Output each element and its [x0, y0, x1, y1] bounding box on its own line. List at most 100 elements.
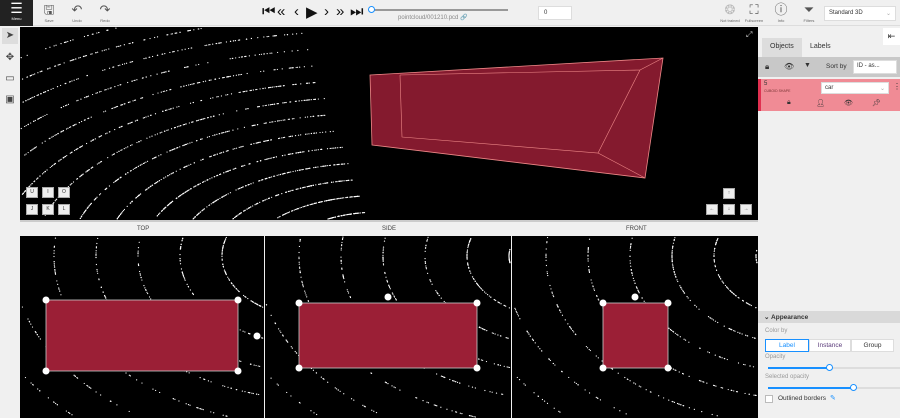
color-picker-icon[interactable]: ✎ — [830, 395, 836, 402]
arrow-left-button[interactable]: ← — [706, 204, 718, 215]
object-item[interactable]: 5 CUBOID SHAPE car ⌄ ⋮ 🔒︎ 👤︎ 👁︎ 📌︎ — [758, 79, 900, 111]
move-icon[interactable]: ✥ — [5, 52, 15, 63]
user-icon[interactable]: 👤︎ — [816, 100, 825, 107]
frame-slider-handle[interactable] — [368, 6, 375, 13]
frame-slider[interactable] — [370, 9, 508, 11]
lidar-point — [508, 257, 510, 259]
outlined-borders-checkbox[interactable] — [765, 395, 773, 403]
resize-handles[interactable] — [42, 296, 261, 375]
side-view[interactable] — [265, 236, 511, 418]
previous-icon[interactable]: ‹ — [294, 3, 300, 20]
lidar-point — [53, 255, 55, 258]
lidar-point — [389, 288, 391, 290]
opacity-slider[interactable] — [768, 367, 900, 369]
cuboid-top[interactable] — [45, 299, 239, 372]
draw-cuboid-icon[interactable]: ▭ — [5, 73, 15, 84]
arrow-right-button[interactable]: → — [740, 204, 752, 215]
key-k[interactable]: K — [42, 204, 54, 215]
key-j[interactable]: J — [26, 204, 38, 215]
forward-step-icon[interactable]: » — [336, 3, 346, 20]
merge-icon[interactable]: ▣ — [5, 94, 15, 105]
lidar-point — [176, 197, 178, 199]
tab-labels[interactable]: Labels — [810, 43, 831, 50]
lidar-point — [140, 97, 142, 99]
collapse-sidebar-icon[interactable]: ⇤ — [883, 28, 900, 45]
lidar-point — [195, 185, 197, 187]
lidar-point — [213, 412, 215, 414]
lidar-point — [136, 196, 138, 198]
frame-number-input[interactable]: 0 — [538, 6, 572, 20]
lidar-point — [76, 177, 79, 180]
lidar-point — [174, 126, 176, 129]
undo-button[interactable]: ↶ Undo — [63, 2, 91, 23]
resize-handles[interactable] — [599, 293, 672, 372]
lidar-point — [228, 75, 230, 78]
next-icon[interactable]: › — [324, 3, 330, 20]
key-u[interactable]: U — [26, 187, 38, 198]
perspective-view[interactable]: ⤢ U I O J K L ↑ ← ↓ → — [20, 27, 758, 220]
lidar-point — [63, 105, 65, 108]
opacity-slider-handle[interactable] — [826, 364, 833, 371]
lidar-point — [212, 43, 214, 45]
lock-all-icon[interactable]: 🔒︎ — [765, 62, 770, 71]
resize-handles[interactable] — [295, 293, 481, 372]
appearance-header[interactable]: ⌄ Appearance — [758, 311, 900, 323]
lidar-point — [222, 266, 225, 268]
lidar-point — [183, 277, 185, 279]
workspace-select[interactable]: Standard 3D ⌄ — [824, 6, 896, 21]
lidar-point — [90, 140, 92, 142]
eye-icon[interactable]: 👁︎ — [784, 62, 795, 71]
cuboid-main[interactable] — [369, 57, 664, 179]
lidar-point — [752, 366, 755, 368]
lidar-point — [154, 113, 157, 115]
lidar-point — [630, 245, 632, 247]
lidar-point — [474, 416, 476, 418]
key-i[interactable]: I — [42, 187, 54, 198]
play-icon[interactable]: ▶ — [306, 4, 319, 21]
arrow-up-button[interactable]: ↑ — [723, 188, 735, 199]
filters-button[interactable]: ⏷ Filters — [795, 2, 823, 23]
last-frame-icon[interactable]: ⏭ — [350, 3, 365, 20]
key-o[interactable]: O — [58, 187, 70, 198]
lidar-point — [79, 146, 81, 148]
color-by-instance-option[interactable]: Instance — [809, 339, 851, 352]
info-button[interactable]: ⓘ Info — [767, 2, 795, 23]
front-view[interactable] — [512, 236, 758, 418]
first-frame-icon[interactable]: ⏮ — [262, 3, 277, 20]
top-view[interactable] — [20, 236, 264, 418]
lidar-point — [54, 200, 56, 202]
lock-icon[interactable]: 🔒︎ — [787, 99, 791, 106]
key-l[interactable]: L — [58, 204, 70, 215]
label-select[interactable]: car ⌄ — [821, 82, 889, 94]
redo-button[interactable]: ↷ Redo — [91, 2, 119, 23]
back-step-icon[interactable]: « — [277, 3, 287, 20]
cuboid-side[interactable] — [298, 302, 478, 369]
save-button[interactable]: 🖫 Save — [35, 2, 63, 23]
fullscreen-button[interactable]: ⛶ Fullscreen — [740, 2, 768, 23]
selected-opacity-slider-handle[interactable] — [850, 384, 858, 391]
caret-down-icon[interactable]: ▼ — [804, 62, 811, 69]
cursor-icon[interactable]: ➤ — [2, 28, 18, 44]
cuboid-front[interactable] — [602, 302, 669, 369]
sort-select[interactable]: ID - as... — [853, 60, 897, 74]
tab-objects[interactable]: Objects — [762, 38, 802, 57]
color-by-group-option[interactable]: Group — [851, 339, 894, 352]
lidar-point — [224, 270, 226, 272]
menu-button[interactable]: ☰ Menu — [0, 0, 33, 26]
lidar-point — [54, 134, 56, 136]
lidar-point — [561, 370, 563, 372]
arrow-down-button[interactable]: ↓ — [723, 204, 735, 215]
eye-icon[interactable]: 👁︎ — [844, 100, 853, 107]
copy-link-icon[interactable]: 🔗 — [460, 15, 468, 21]
lidar-point — [265, 158, 267, 160]
pin-icon[interactable]: 📌︎ — [872, 100, 881, 107]
expand-icon[interactable]: ⤢ — [746, 30, 753, 39]
lidar-point — [179, 260, 181, 262]
lidar-point — [53, 266, 56, 268]
lidar-point — [319, 131, 321, 134]
more-icon[interactable]: ⋮ — [893, 82, 900, 91]
objects-header: 🔒︎ 👁︎ ▼ Sort by ID - as... — [758, 57, 900, 77]
lidar-point — [63, 41, 66, 44]
lidar-point — [310, 203, 312, 206]
color-by-label-option[interactable]: Label — [765, 339, 809, 352]
